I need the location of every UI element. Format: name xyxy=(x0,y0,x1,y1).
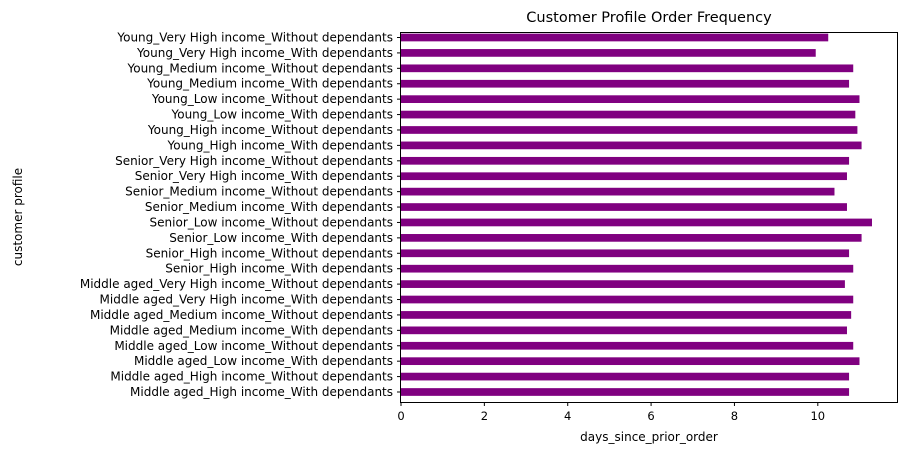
bar xyxy=(401,79,850,88)
category-label: Young_High income_With dependants xyxy=(167,138,393,152)
category-label: Senior_Medium income_With dependants xyxy=(145,200,393,214)
bar xyxy=(401,49,816,57)
bar xyxy=(401,295,854,304)
category-label: Young_Low income_With dependants xyxy=(170,108,393,122)
bar xyxy=(401,95,860,104)
category-label: Young_Very High income_With dependants xyxy=(136,46,393,60)
bar xyxy=(401,110,856,119)
x-tick-label: 2 xyxy=(481,409,488,423)
y-axis-label: customer profile xyxy=(11,168,25,266)
bar xyxy=(401,341,854,350)
category-label: Middle aged_Medium income_With dependant… xyxy=(110,323,393,337)
bar xyxy=(401,218,872,227)
category-label: Senior_Low income_With dependants xyxy=(169,231,393,245)
x-tick-label: 0 xyxy=(397,409,404,423)
category-label: Middle aged_Low income_Without dependant… xyxy=(114,339,393,353)
category-label: Senior_High income_With dependants xyxy=(165,262,393,276)
bar xyxy=(401,126,858,134)
bar xyxy=(401,234,862,242)
category-label: Senior_Medium income_Without dependants xyxy=(125,185,393,199)
x-tick-label: 6 xyxy=(647,409,654,423)
x-axis-label: days_since_prior_order xyxy=(580,430,718,444)
bar xyxy=(401,187,835,196)
category-label: Young_Medium income_Without dependants xyxy=(126,61,393,75)
bar xyxy=(401,264,854,273)
category-label: Young_High income_Without dependants xyxy=(147,123,393,137)
bar xyxy=(401,372,850,381)
x-axis-ticks: 0 2 4 6 8 10 xyxy=(397,402,825,423)
x-tick-label: 8 xyxy=(731,409,738,423)
category-label: Middle aged_Very High income_Without dep… xyxy=(80,277,393,291)
plot-frame xyxy=(400,32,898,403)
bar xyxy=(401,203,847,211)
x-tick-label: 4 xyxy=(564,409,571,423)
bar xyxy=(401,311,852,319)
bar xyxy=(401,64,854,73)
category-label: Middle aged_Low income_With dependants xyxy=(134,354,393,368)
bar xyxy=(401,156,850,165)
category-label: Young_Low income_Without dependants xyxy=(151,92,393,106)
category-label: Middle aged_High income_With dependants xyxy=(130,385,393,399)
chart-title: Customer Profile Order Frequency xyxy=(526,10,772,26)
category-label: Middle aged_Medium income_Without depend… xyxy=(90,308,393,322)
bar xyxy=(401,280,845,288)
category-label: Senior_Very High income_With dependants xyxy=(135,169,393,183)
category-labels: Young_Very High income_Without dependant… xyxy=(80,31,401,399)
bar xyxy=(401,141,862,150)
bar xyxy=(401,388,850,396)
bars-group xyxy=(401,33,872,396)
bar xyxy=(401,357,860,366)
category-label: Senior_Low income_Without dependants xyxy=(150,215,393,229)
category-label: Middle aged_Very High income_With depend… xyxy=(100,293,393,307)
bar xyxy=(401,249,850,258)
category-label: Senior_Very High income_Without dependan… xyxy=(115,154,393,168)
x-tick-label: 10 xyxy=(810,409,825,423)
category-label: Middle aged_High income_Without dependan… xyxy=(110,370,393,384)
category-label: Young_Medium income_With dependants xyxy=(146,77,393,91)
category-label: Senior_High income_Without dependants xyxy=(146,246,393,260)
bar xyxy=(401,172,847,181)
bar xyxy=(401,33,829,42)
category-label: Young_Very High income_Without dependant… xyxy=(116,31,393,45)
bar xyxy=(401,326,847,335)
